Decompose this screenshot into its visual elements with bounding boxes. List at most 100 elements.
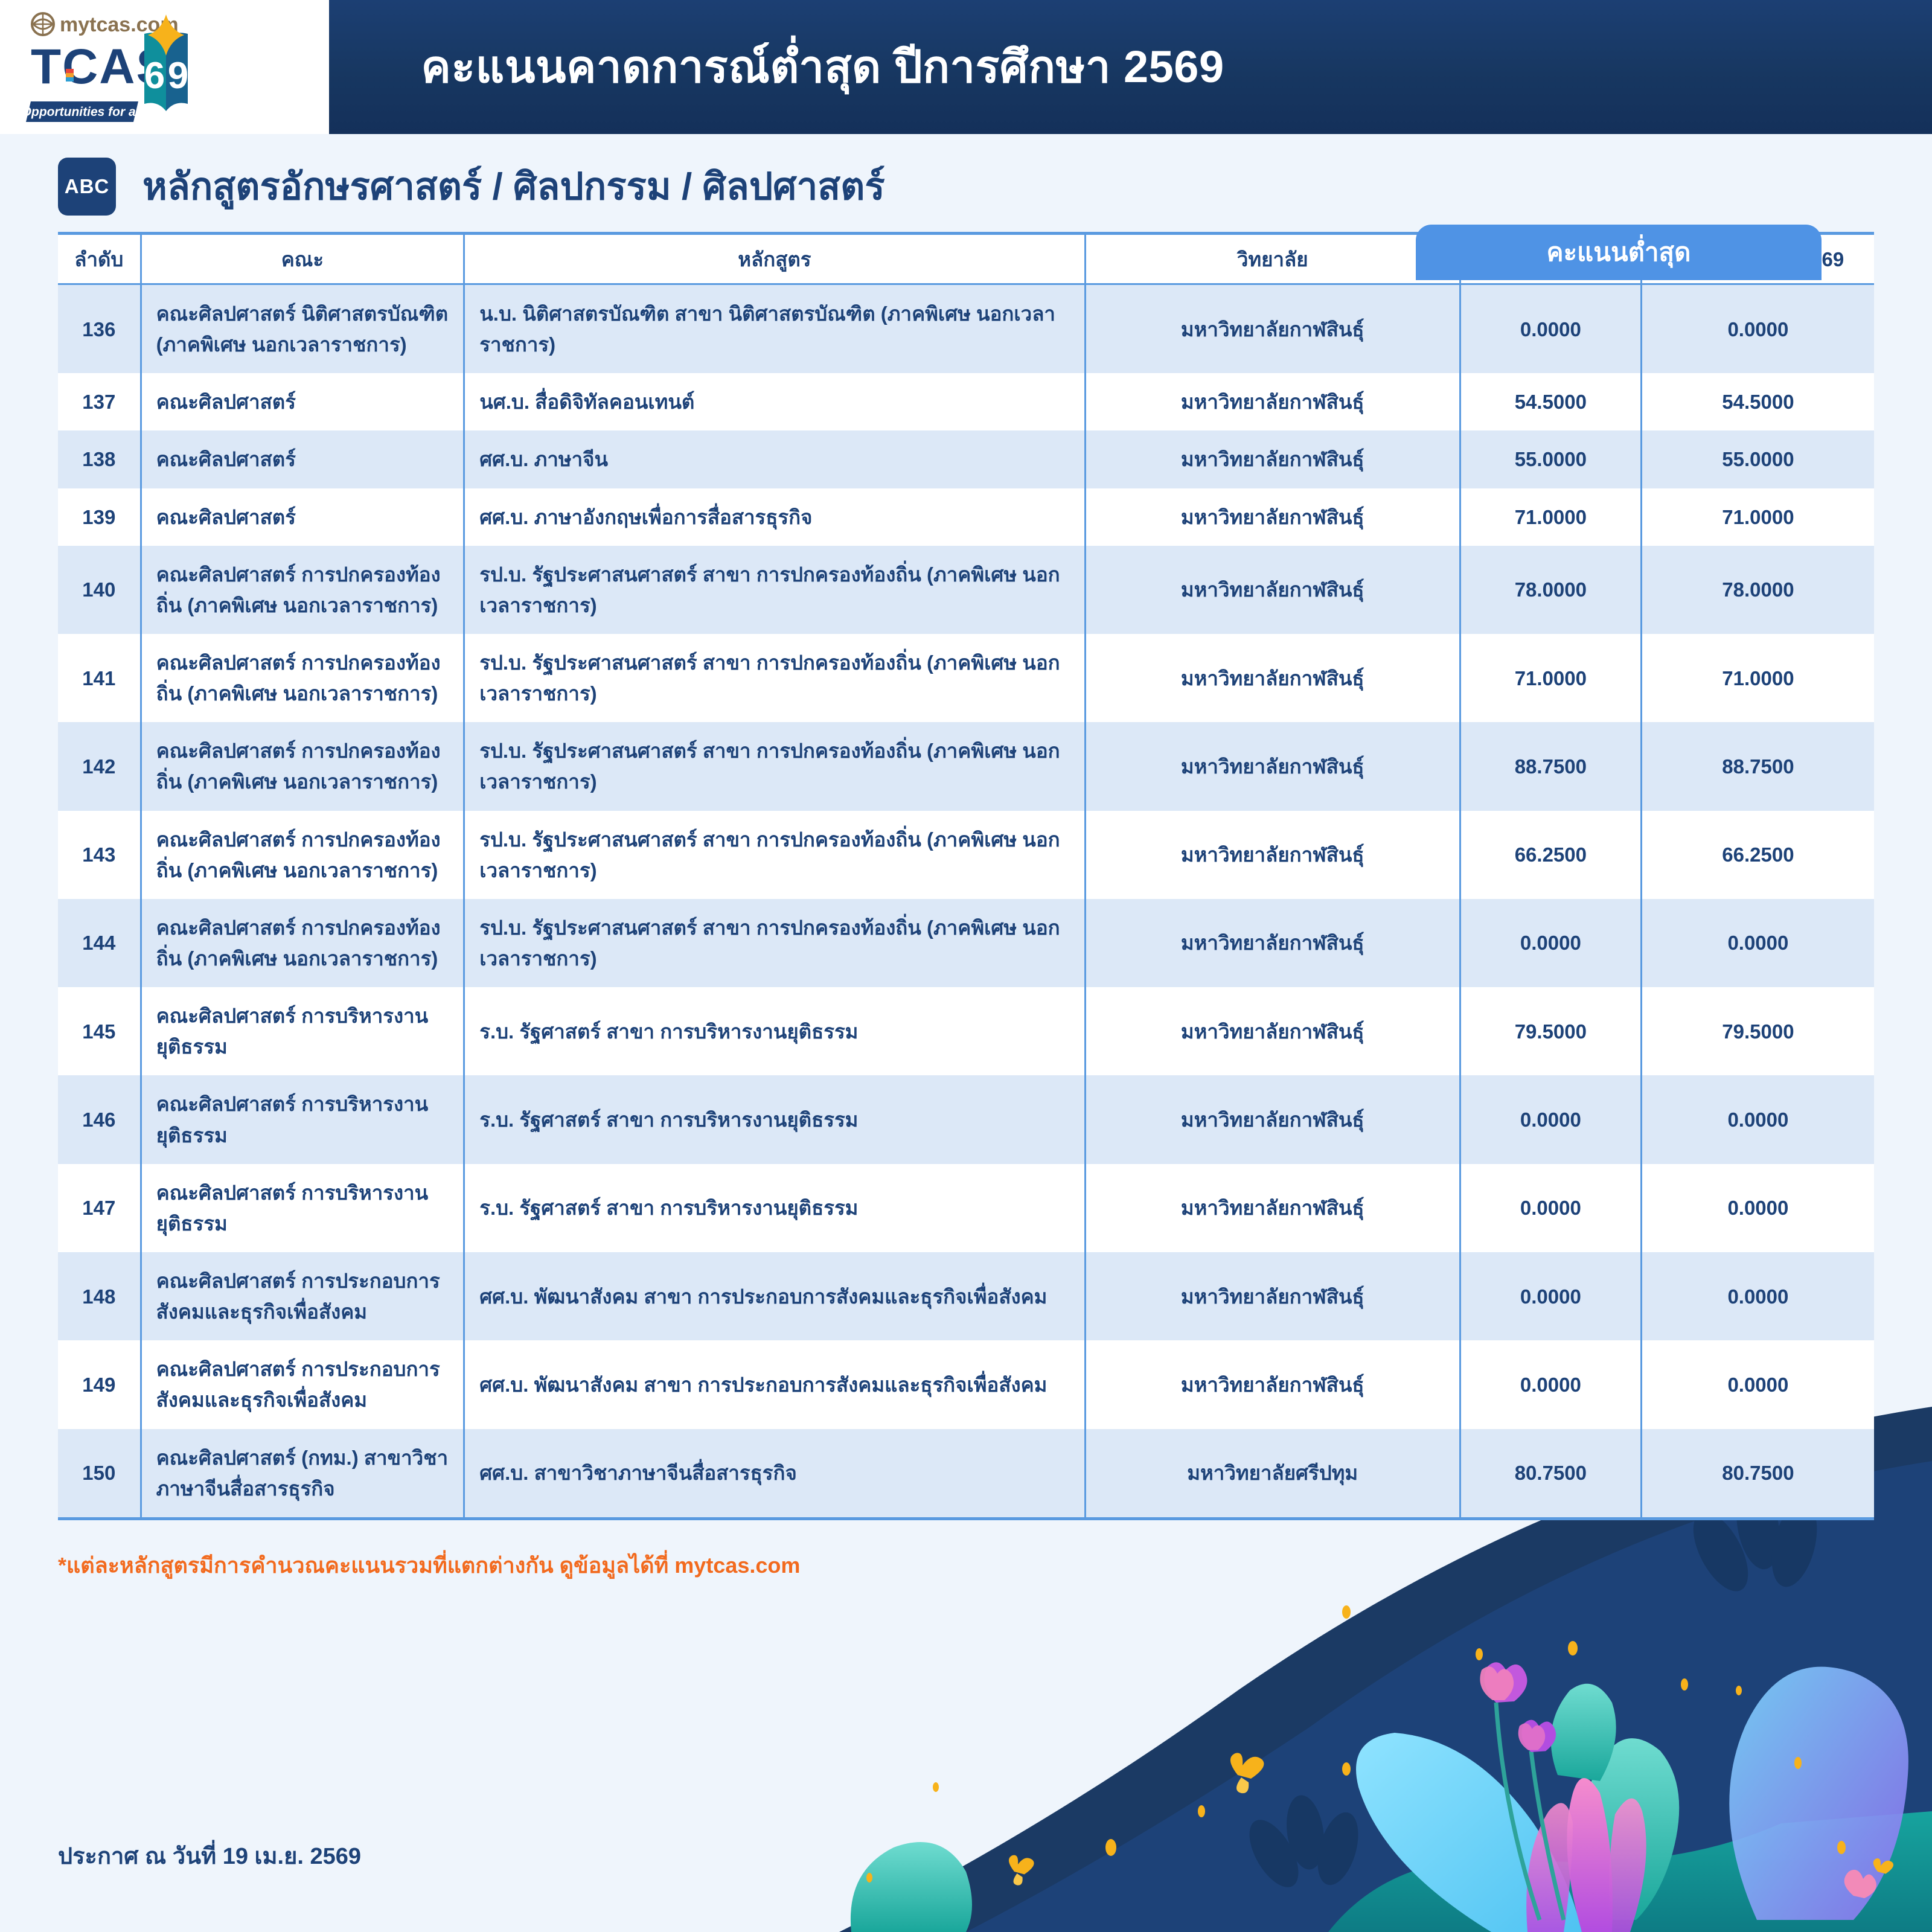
row-tcas68-score: 79.5000: [1459, 987, 1642, 1076]
svg-text:6: 6: [144, 55, 164, 97]
row-faculty: คณะศิลปศาสตร์: [139, 488, 465, 546]
table-row: 140 คณะศิลปศาสตร์ การปกครองท้องถิ่น (ภาคพ…: [58, 545, 1874, 634]
row-faculty: คณะศิลปศาสตร์: [139, 373, 465, 431]
row-faculty: คณะศิลปศาสตร์ การปกครองท้องถิ่น (ภาคพิเศ…: [139, 898, 465, 988]
col-header-university: วิทยาลัย: [1084, 233, 1461, 285]
row-program: ศศ.บ. พัฒนาสังคม สาขา การประกอบการสังคมแ…: [463, 1252, 1086, 1341]
col-header-faculty: คณะ: [139, 233, 465, 285]
butterfly-icon: [1008, 1855, 1034, 1886]
table-row: 146 คณะศิลปศาสตร์ การบริหารงานยุติธรรม ร.บ…: [58, 1075, 1874, 1164]
tcas-logo-svg: mytcas.com TCAS 6 9: [21, 12, 188, 122]
row-program: ศศ.บ. สาขาวิชาภาษาจีนสื่อสารธุรกิจ: [463, 1428, 1086, 1519]
row-university: มหาวิทยาลัยกาฬสินธุ์: [1084, 1340, 1461, 1429]
tcas-logo: mytcas.com TCAS 6 9: [0, 0, 329, 134]
row-number: 150: [58, 1428, 142, 1519]
row-tcas68-score: 0.0000: [1459, 1340, 1642, 1429]
row-faculty: คณะศิลปศาสตร์ การปกครองท้องถิ่น (ภาคพิเศ…: [139, 810, 465, 899]
row-tcas68-score: 88.7500: [1459, 722, 1642, 811]
row-tcas69-score: 80.7500: [1640, 1428, 1874, 1519]
row-university: มหาวิทยาลัยกาฬสินธุ์: [1084, 284, 1461, 374]
row-number: 147: [58, 1163, 142, 1252]
row-university: มหาวิทยาลัยกาฬสินธุ์: [1084, 633, 1461, 723]
row-tcas69-score: 66.2500: [1640, 810, 1874, 899]
table-row: 138 คณะศิลปศาสตร์ ศศ.บ. ภาษาจีน มหาวิทยาลัย…: [58, 430, 1874, 488]
row-tcas68-score: 55.0000: [1459, 430, 1642, 488]
row-university: มหาวิทยาลัยกาฬสินธุ์: [1084, 1075, 1461, 1164]
row-faculty: คณะศิลปศาสตร์ การปกครองท้องถิ่น (ภาคพิเศ…: [139, 722, 465, 811]
row-university: มหาวิทยาลัยกาฬสินธุ์: [1084, 545, 1461, 634]
row-university: มหาวิทยาลัยกาฬสินธุ์: [1084, 987, 1461, 1076]
score-banner: คะแนนต่ำสุด: [1416, 225, 1822, 280]
row-program: นศ.บ. สื่อดิจิทัลคอนเทนต์: [463, 373, 1086, 431]
row-tcas69-score: 0.0000: [1640, 1340, 1874, 1429]
row-program: รป.บ. รัฐประศาสนศาสตร์ สาขา การปกครองท้อ…: [463, 810, 1086, 899]
row-faculty: คณะศิลปศาสตร์: [139, 430, 465, 488]
row-faculty: คณะศิลปศาสตร์ นิติศาสตรบัณฑิต (ภาคพิเศษ …: [139, 284, 465, 374]
table-row: 137 คณะศิลปศาสตร์ นศ.บ. สื่อดิจิทัลคอนเทนต…: [58, 373, 1874, 431]
table-row: 147 คณะศิลปศาสตร์ การบริหารงานยุติธรรม ร.บ…: [58, 1163, 1874, 1252]
table-row: 142 คณะศิลปศาสตร์ การปกครองท้องถิ่น (ภาคพ…: [58, 722, 1874, 811]
row-university: มหาวิทยาลัยกาฬสินธุ์: [1084, 898, 1461, 988]
col-header-no: ลำดับ: [58, 233, 142, 285]
row-program: ร.บ. รัฐศาสตร์ สาขา การบริหารงานยุติธรรม: [463, 1075, 1086, 1164]
row-tcas69-score: 0.0000: [1640, 898, 1874, 988]
row-number: 144: [58, 898, 142, 988]
table-body: 136 คณะศิลปศาสตร์ นิติศาสตรบัณฑิต (ภาคพิเ…: [58, 284, 1874, 1519]
row-number: 140: [58, 545, 142, 634]
row-tcas68-score: 0.0000: [1459, 1075, 1642, 1164]
table-row: 149 คณะศิลปศาสตร์ การประกอบการสังคมและธุร…: [58, 1340, 1874, 1429]
butterfly-icon: [1230, 1753, 1264, 1794]
globe-icon: [30, 12, 55, 36]
row-program: ร.บ. รัฐศาสตร์ สาขา การบริหารงานยุติธรรม: [463, 987, 1086, 1076]
row-number: 148: [58, 1252, 142, 1341]
scores-table-wrap: ลำดับ คณะ หลักสูตร วิทยาลัย TCAS68 คาดกา…: [58, 232, 1874, 1520]
row-number: 145: [58, 987, 142, 1076]
table-row: 148 คณะศิลปศาสตร์ การประกอบการสังคมและธุร…: [58, 1252, 1874, 1341]
row-tcas69-score: 0.0000: [1640, 1163, 1874, 1252]
row-program: ร.บ. รัฐศาสตร์ สาขา การบริหารงานยุติธรรม: [463, 1163, 1086, 1252]
row-number: 138: [58, 430, 142, 488]
row-university: มหาวิทยาลัยกาฬสินธุ์: [1084, 488, 1461, 546]
section-title: หลักสูตรอักษรศาสตร์ / ศิลปกรรม / ศิลปศาส…: [142, 166, 885, 208]
table-row: 136 คณะศิลปศาสตร์ นิติศาสตรบัณฑิต (ภาคพิเ…: [58, 284, 1874, 374]
title-bar: คะแนนคาดการณ์ต่ำสุด ปีการศึกษา 2569: [329, 0, 1932, 134]
row-tcas69-score: 88.7500: [1640, 722, 1874, 811]
table-row: 145 คณะศิลปศาสตร์ การบริหารงานยุติธรรม ร.บ…: [58, 987, 1874, 1076]
row-tcas68-score: 0.0000: [1459, 284, 1642, 374]
col-header-program: หลักสูตร: [463, 233, 1086, 285]
row-number: 137: [58, 373, 142, 431]
row-university: มหาวิทยาลัยกาฬสินธุ์: [1084, 430, 1461, 488]
row-number: 139: [58, 488, 142, 546]
table-row: 141 คณะศิลปศาสตร์ การปกครองท้องถิ่น (ภาคพ…: [58, 633, 1874, 723]
butterfly-icon: [1873, 1858, 1894, 1874]
row-number: 143: [58, 810, 142, 899]
row-tcas68-score: 78.0000: [1459, 545, 1642, 634]
row-tcas69-score: 0.0000: [1640, 1252, 1874, 1341]
publish-date: ประกาศ ณ วันที่ 19 เม.ย. 2569: [58, 1844, 362, 1869]
row-faculty: คณะศิลปศาสตร์ การประกอบการสังคมและธุรกิจ…: [139, 1340, 465, 1429]
row-program: น.บ. นิติศาสตรบัณฑิต สาขา นิติศาสตรบัณฑิ…: [463, 284, 1086, 374]
sparkle-dots: [866, 1605, 1846, 1882]
row-program: รป.บ. รัฐประศาสนศาสตร์ สาขา การปกครองท้อ…: [463, 898, 1086, 988]
table-row: 150 คณะศิลปศาสตร์ (กทม.) สาขาวิชาภาษาจีนส…: [58, 1428, 1874, 1519]
book-icon: 6 9: [144, 14, 188, 112]
abc-badge-icon: ABC: [58, 158, 116, 216]
page-title: คะแนนคาดการณ์ต่ำสุด ปีการศึกษา 2569: [421, 42, 1224, 92]
row-program: ศศ.บ. ภาษาจีน: [463, 430, 1086, 488]
row-number: 136: [58, 284, 142, 374]
row-university: มหาวิทยาลัยกาฬสินธุ์: [1084, 1163, 1461, 1252]
row-program: รป.บ. รัฐประศาสนศาสตร์ สาขา การปกครองท้อ…: [463, 722, 1086, 811]
row-program: ศศ.บ. ภาษาอังกฤษเพื่อการสื่อสารธุรกิจ: [463, 488, 1086, 546]
row-tcas68-score: 66.2500: [1459, 810, 1642, 899]
row-tcas69-score: 78.0000: [1640, 545, 1874, 634]
row-tcas68-score: 0.0000: [1459, 1163, 1642, 1252]
scores-table: ลำดับ คณะ หลักสูตร วิทยาลัย TCAS68 คาดกา…: [58, 232, 1874, 1520]
table-row: 143 คณะศิลปศาสตร์ การปกครองท้องถิ่น (ภาคพ…: [58, 810, 1874, 899]
row-tcas68-score: 71.0000: [1459, 633, 1642, 723]
section-header: ABC หลักสูตรอักษรศาสตร์ / ศิลปกรรม / ศิล…: [0, 134, 1932, 232]
row-faculty: คณะศิลปศาสตร์ การประกอบการสังคมและธุรกิจ…: [139, 1252, 465, 1341]
row-university: มหาวิทยาลัยกาฬสินธุ์: [1084, 810, 1461, 899]
row-tcas68-score: 54.5000: [1459, 373, 1642, 431]
svg-text:9: 9: [167, 55, 188, 97]
